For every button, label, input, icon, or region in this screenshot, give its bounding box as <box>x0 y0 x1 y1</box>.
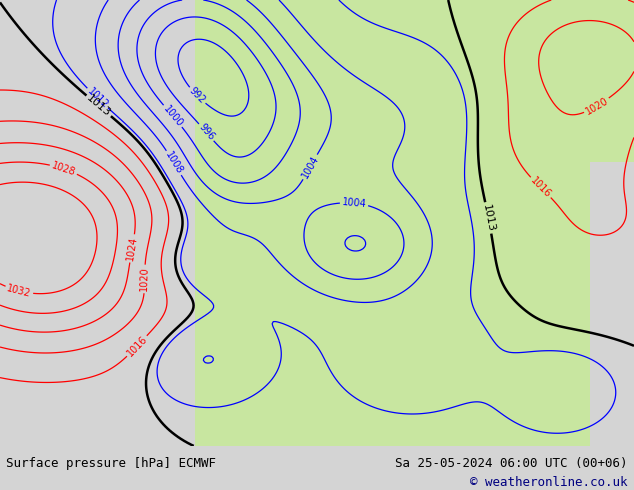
Text: 1028: 1028 <box>50 160 77 177</box>
Text: 1032: 1032 <box>6 283 32 299</box>
Text: 996: 996 <box>197 122 216 143</box>
Text: 1013: 1013 <box>85 93 113 119</box>
Text: © weatheronline.co.uk: © weatheronline.co.uk <box>470 476 628 489</box>
Bar <box>0 0 195 446</box>
Text: 1020: 1020 <box>139 267 150 292</box>
Text: Sa 25-05-2024 06:00 UTC (00+06): Sa 25-05-2024 06:00 UTC (00+06) <box>395 457 628 469</box>
Text: 1013: 1013 <box>481 203 496 233</box>
Bar <box>190 0 634 446</box>
Text: 1008: 1008 <box>163 150 184 176</box>
Text: 1000: 1000 <box>161 103 184 129</box>
Text: 1012: 1012 <box>85 86 110 110</box>
Bar <box>590 162 634 446</box>
Text: 992: 992 <box>187 86 207 106</box>
Text: 1016: 1016 <box>529 175 553 200</box>
Text: Surface pressure [hPa] ECMWF: Surface pressure [hPa] ECMWF <box>6 457 216 469</box>
Text: 1004: 1004 <box>342 197 366 209</box>
Text: 1020: 1020 <box>584 96 610 117</box>
Text: 1004: 1004 <box>300 154 321 180</box>
Text: 1016: 1016 <box>125 334 149 358</box>
Text: 1024: 1024 <box>126 235 139 261</box>
